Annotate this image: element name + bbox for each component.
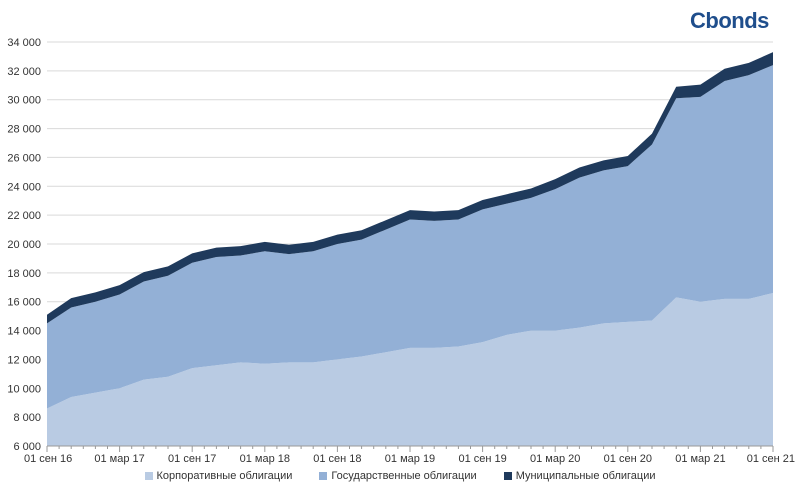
x-tick-label: 01 сен 18 [313,453,361,465]
x-tick-label: 01 сен 21 [747,453,795,465]
area-government [47,65,773,409]
y-tick-label: 24 000 [7,181,41,193]
legend-swatch-corporate [144,472,153,481]
y-tick-label: 22 000 [7,210,41,222]
y-tick-label: 16 000 [7,297,41,309]
y-tick-label: 6 000 [13,441,41,453]
area-municipal [47,52,773,324]
y-tick-label: 8 000 [13,412,41,424]
legend-label-government: Государственные облигации [331,470,477,483]
y-tick-label: 20 000 [7,239,41,251]
legend-label-corporate: Корпоративные облигации [156,470,293,483]
y-tick-label: 30 000 [7,95,41,107]
y-tick-label: 34 000 [7,37,41,49]
legend-item-corporate: Корпоративные облигации [144,470,293,483]
x-tick-label: 01 мар 18 [240,453,290,465]
x-tick-label: 01 сен 16 [24,453,72,465]
x-tick-label: 01 сен 17 [168,453,216,465]
y-tick-label: 14 000 [7,326,41,338]
legend-swatch-government [319,472,328,481]
legend-swatch-municipal [503,472,512,481]
x-tick-label: 01 мар 21 [675,453,725,465]
x-tick-label: 01 мар 17 [94,453,144,465]
areas [47,52,773,446]
x-tick-label: 01 сен 20 [604,453,652,465]
axes: 6 000 8 000 10 000 12 000 14 000 16 000 18 000… [7,37,795,465]
y-tick-label: 10 000 [7,383,41,395]
legend: Корпоративные облигации Государственные … [0,470,800,482]
x-tick-label: 01 мар 19 [385,453,435,465]
legend-label-municipal: Муниципальные облигации [515,470,656,483]
legend-item-government: Государственные облигации [319,470,477,483]
y-tick-label: 26 000 [7,152,41,164]
area-corporate [47,293,773,446]
y-tick-label: 12 000 [7,354,41,366]
y-tick-label: 32 000 [7,66,41,78]
legend-item-municipal: Муниципальные облигации [503,470,656,483]
x-tick-label: 01 мар 20 [530,453,580,465]
cbonds-logo: Cbonds [690,8,769,33]
y-tick-label: 18 000 [7,268,41,280]
y-tick-label: 28 000 [7,124,41,136]
x-tick-label: 01 сен 19 [458,453,506,465]
